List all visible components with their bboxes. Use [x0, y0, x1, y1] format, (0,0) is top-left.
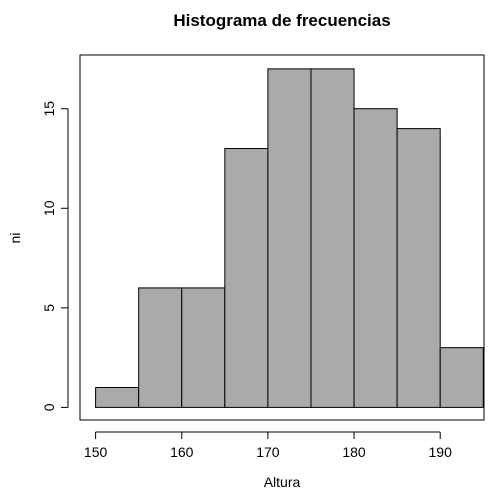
y-axis: 0 5 10 15	[41, 101, 69, 411]
x-tick-label-150: 150	[84, 444, 108, 460]
bar-190-195	[439, 347, 484, 408]
x-tick-label-160: 160	[170, 444, 194, 460]
x-tick-label-190: 190	[429, 444, 453, 460]
bar-180-185	[353, 108, 398, 408]
y-tick-label-0: 0	[41, 403, 57, 411]
bar-185-190	[396, 128, 441, 408]
bars-group	[95, 68, 484, 408]
bar-160-165	[181, 287, 226, 408]
x-axis: 150 160 170 180 190	[84, 431, 453, 460]
bar-175-180	[310, 68, 355, 408]
bar-155-160	[138, 287, 183, 408]
y-tick-label-10: 10	[41, 200, 57, 216]
y-tick-label-5: 5	[41, 304, 57, 312]
x-tick-label-180: 180	[342, 444, 366, 460]
bar-170-175	[267, 68, 312, 408]
x-axis-label: Altura	[264, 474, 301, 490]
plot-box	[79, 54, 485, 421]
bar-150-155	[95, 386, 140, 408]
plot-frame	[79, 54, 485, 421]
x-tick-label-170: 170	[256, 444, 280, 460]
y-axis-label: ni	[7, 233, 23, 244]
chart-title: Histograma de frecuencias	[173, 11, 390, 30]
y-tick-label-15: 15	[41, 101, 57, 117]
bar-165-170	[224, 148, 269, 408]
